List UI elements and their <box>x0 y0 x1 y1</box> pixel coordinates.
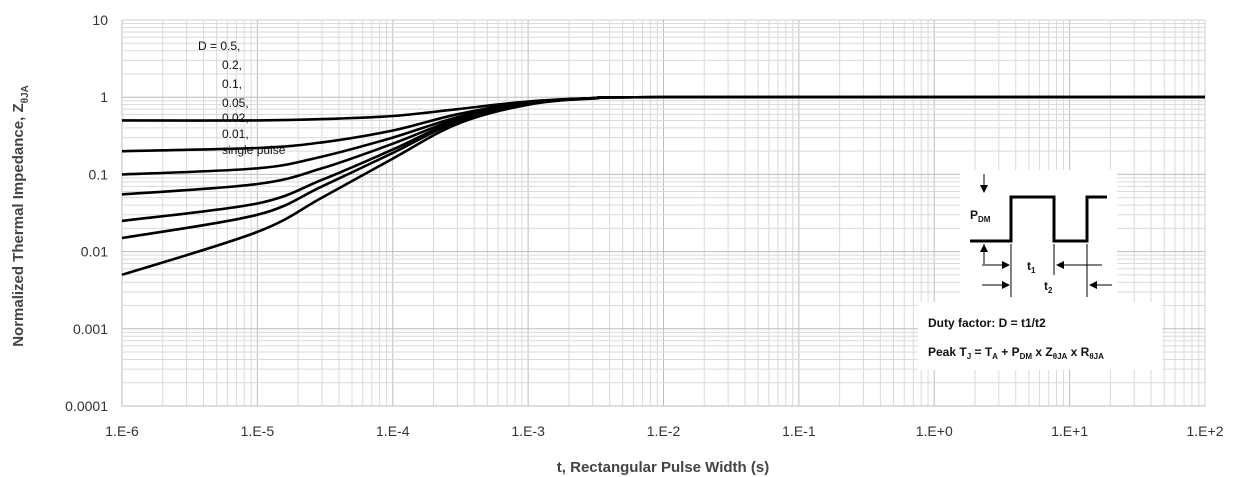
pdm-arrowhead-bottom <box>980 244 988 252</box>
series-line-7 <box>121 95 1206 277</box>
inset-formula-panel <box>918 302 1162 370</box>
legend: D = 0.5, 0.2, 0.1, 0.05,0.02, 0.01, single pu… <box>198 39 286 157</box>
pulse-inset: PDM t1 t2 Duty factor: D = t1/t2 Peak TJ… <box>918 170 1162 370</box>
y-tick-label: 10 <box>92 12 108 28</box>
peak-eq2: + P <box>998 345 1020 359</box>
t2-label-sub: 2 <box>1048 286 1053 295</box>
x-tick-label: 1.E-4 <box>376 423 410 439</box>
x-axis-title: t, Rectangular Pulse Width (s) <box>557 459 769 476</box>
y-tick-label: 1 <box>100 89 108 105</box>
peak-eq3: x Z <box>1032 345 1053 359</box>
pdm-label-sub: DM <box>978 215 991 224</box>
t2-arrowhead-left <box>1002 281 1010 289</box>
peak-ta-sub: A <box>992 352 998 361</box>
legend-entry: 0.05, <box>222 96 249 110</box>
t1-label-main: t <box>1027 259 1031 273</box>
pdm-arrowhead-top <box>980 185 988 193</box>
t2-label: t2 <box>1044 279 1053 295</box>
t1-label-sub: 1 <box>1031 266 1036 275</box>
legend-entry: 0.01, <box>222 127 249 141</box>
peak-tj-formula: Peak TJ = TA + PDM x ZθJA x RθJA <box>928 345 1104 361</box>
pulse-waveform <box>970 195 1107 243</box>
legend-entry: single pulse <box>222 143 286 157</box>
t1-arrowhead-left <box>1002 261 1010 269</box>
peak-z-sub: θJA <box>1053 352 1068 361</box>
t1-arrowhead-right <box>1056 261 1064 269</box>
peak-tj-sub: J <box>967 352 971 361</box>
x-tick-label: 1.E-1 <box>782 423 816 439</box>
pdm-label-main: P <box>970 208 978 222</box>
legend-entry: D = 0.5, <box>198 39 240 53</box>
peak-pdm-sub: DM <box>1020 352 1033 361</box>
y-tick-label: 0.01 <box>81 244 108 260</box>
peak-r-sub: θJA <box>1089 352 1104 361</box>
x-tick-label: 1.E+2 <box>1187 423 1224 439</box>
y-tick-label: 0.001 <box>73 321 108 337</box>
peak-eq4: x R <box>1067 345 1089 359</box>
legend-entry: 0.1, <box>222 77 242 91</box>
t2-arrowhead-right <box>1089 281 1097 289</box>
pdm-label: PDM <box>970 208 991 224</box>
y-axis-title-main: Normalized Thermal Impedance, Z <box>10 103 27 346</box>
y-tick-label: 0.1 <box>89 166 109 182</box>
x-tick-label: 1.E+1 <box>1051 423 1088 439</box>
tick-labels: 1.E-6 1.E-5 1.E-4 1.E-3 1.E-2 1.E-1 1.E+0 1.E+1… <box>65 12 1224 439</box>
peak-eq1: = T <box>971 345 993 359</box>
x-tick-label: 1.E-6 <box>105 423 139 439</box>
legend-entry: 0.2, <box>222 58 242 72</box>
legend-entry: 0.02, <box>222 111 249 125</box>
peak-prefix: Peak T <box>928 345 967 359</box>
y-tick-label: 0.0001 <box>65 398 108 414</box>
y-axis-title: Normalized Thermal Impedance, ZθJA <box>10 85 31 347</box>
t1-label: t1 <box>1027 259 1036 275</box>
x-tick-label: 1.E-2 <box>647 423 681 439</box>
x-tick-label: 1.E-3 <box>511 423 545 439</box>
series-lines <box>121 95 1206 277</box>
x-tick-label: 1.E+0 <box>916 423 953 439</box>
y-axis-title-sub: θJA <box>20 85 31 103</box>
duty-factor-text: Duty factor: D = t1/t2 <box>928 316 1046 330</box>
x-tick-label: 1.E-5 <box>241 423 275 439</box>
t2-label-main: t <box>1044 279 1048 293</box>
inset-waveform-panel <box>960 170 1117 302</box>
